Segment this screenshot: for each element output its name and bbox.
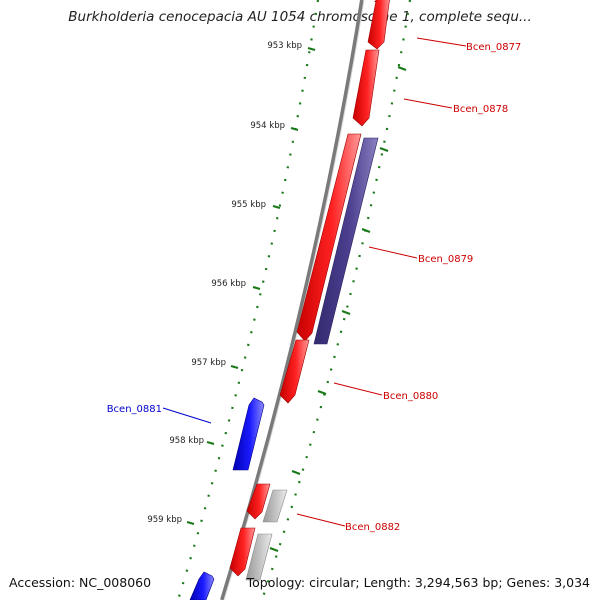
gene-bcen-0878[interactable]: [352, 49, 380, 127]
tick-label-956: 956 kbp: [211, 279, 246, 289]
chromosome-backbone: [220, 0, 364, 600]
map-title: Burkholderia cenocepacia AU 1054 chromos…: [68, 9, 532, 25]
topology-summary: Topology: circular; Length: 3,294,563 bp…: [246, 575, 590, 590]
label-bcen-0878[interactable]: Bcen_0878: [453, 104, 508, 115]
label-bcen-0879[interactable]: Bcen_0879: [418, 254, 473, 265]
label-bcen-0877[interactable]: Bcen_0877: [466, 42, 521, 53]
accession-text: Accession: NC_008060: [9, 575, 152, 590]
label-bcen-0881[interactable]: Bcen_0881: [107, 404, 162, 415]
label-bcen-0880[interactable]: Bcen_0880: [383, 391, 438, 402]
gene-bcen-0877[interactable]: [367, 0, 390, 50]
tick-marks: [186, 46, 407, 553]
tick-label-958: 958 kbp: [169, 436, 204, 446]
label-leaders: [162, 37, 467, 527]
tick-label-955: 955 kbp: [231, 200, 266, 210]
tick-label-957: 957 kbp: [191, 358, 226, 368]
gene-bcen-0882[interactable]: [246, 483, 288, 523]
feature-bcen-0879-purple[interactable]: [313, 137, 379, 345]
tick-label-953: 953 kbp: [267, 41, 302, 51]
gene-bcen-0880[interactable]: [279, 339, 310, 404]
gene-after-bcen-0882[interactable]: [229, 527, 273, 581]
gene-bcen-0879[interactable]: [296, 133, 362, 342]
tick-label-954: 954 kbp: [250, 121, 285, 131]
tick-label-959: 959 kbp: [147, 515, 182, 525]
gene-bcen-0881[interactable]: [232, 397, 265, 471]
gene-bcen-0883-fragment[interactable]: [189, 571, 215, 600]
label-bcen-0882[interactable]: Bcen_0882: [345, 522, 400, 533]
